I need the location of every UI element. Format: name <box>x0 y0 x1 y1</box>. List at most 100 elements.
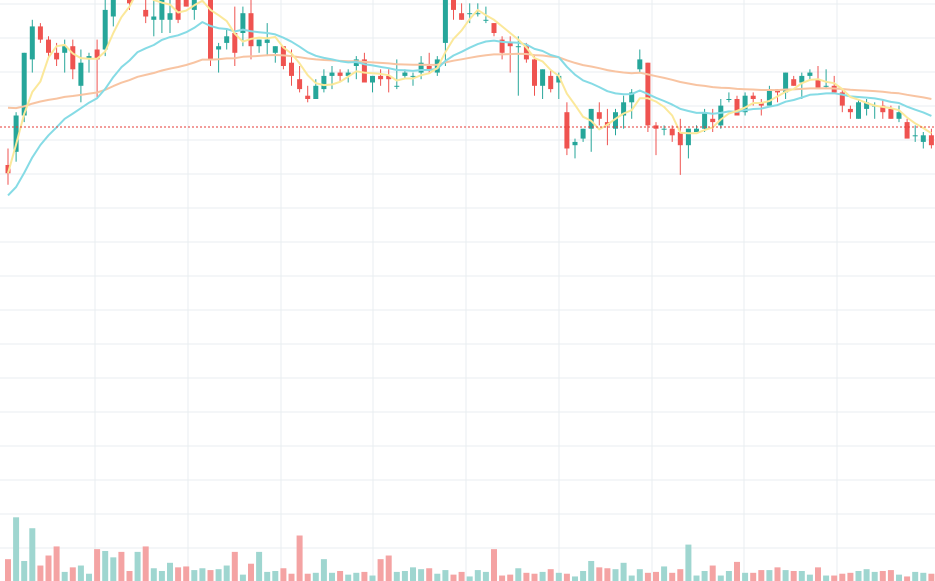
volume-bar <box>401 570 408 581</box>
candle-body <box>337 72 343 76</box>
candle <box>175 0 181 24</box>
volume-bar <box>823 575 830 581</box>
volume-bar <box>912 571 919 581</box>
candle-body <box>629 92 635 103</box>
candle-body <box>216 46 222 50</box>
volume-bar <box>393 571 400 581</box>
candle-body <box>734 99 740 116</box>
candle <box>791 75 797 86</box>
candle <box>70 39 76 80</box>
candle-body <box>912 135 918 137</box>
candle <box>37 23 43 43</box>
candle <box>353 56 359 80</box>
volume-bar <box>896 574 902 581</box>
volume-bar <box>677 569 684 581</box>
volume-bar <box>110 557 117 581</box>
volume-bar <box>620 562 627 581</box>
candle-body <box>305 95 311 99</box>
volume-bar <box>717 575 724 581</box>
volume-bar <box>661 566 668 581</box>
candle <box>807 69 813 80</box>
candle <box>378 69 384 86</box>
candle <box>110 0 116 27</box>
candle-body <box>726 99 732 100</box>
candle-body <box>386 75 392 80</box>
volume-bar <box>725 570 732 581</box>
volume-bar <box>653 571 659 581</box>
candle-body <box>313 85 319 99</box>
candle <box>613 108 618 136</box>
candle <box>102 0 108 57</box>
volume-bar <box>118 551 125 581</box>
volume-bar <box>612 569 619 581</box>
volume-bar <box>669 572 676 581</box>
candle-body <box>856 102 861 119</box>
volume-bar <box>272 570 279 581</box>
candle <box>86 52 92 73</box>
volume-bar <box>183 566 190 581</box>
volume-bar <box>21 560 28 581</box>
candle <box>216 42 222 73</box>
candle <box>183 0 189 7</box>
volume-bar <box>329 572 335 581</box>
candle-body <box>815 79 821 90</box>
candle <box>46 36 51 60</box>
candle-body <box>459 13 465 20</box>
volume-bar <box>434 573 441 581</box>
candle <box>159 0 165 33</box>
volume-bar <box>385 555 392 581</box>
candle-body <box>588 108 594 129</box>
volume-bar <box>239 574 246 581</box>
candle-body <box>37 26 43 40</box>
candle <box>151 0 157 37</box>
volume-bar <box>774 567 781 581</box>
candle-body <box>159 0 165 20</box>
candle <box>499 36 505 60</box>
volume-bar <box>580 570 587 581</box>
candle-body <box>532 59 537 86</box>
volume-bar <box>685 544 692 581</box>
candle-body <box>864 102 870 109</box>
candle <box>847 105 853 119</box>
candle <box>904 118 910 139</box>
candle-body <box>232 33 238 53</box>
candle-body <box>13 115 19 152</box>
volume-bar <box>539 571 546 581</box>
volume-bar <box>150 568 157 581</box>
candle <box>815 66 821 90</box>
candle-body <box>475 13 481 15</box>
volume-bar <box>199 568 206 581</box>
volume-bar <box>248 563 254 581</box>
candle <box>572 138 578 159</box>
candle <box>540 69 546 99</box>
volume-bar <box>604 568 611 581</box>
candle-body <box>685 128 691 146</box>
candle <box>240 6 246 47</box>
volume-bar <box>37 565 44 581</box>
candle-body <box>888 108 894 119</box>
volume-bar <box>879 570 886 581</box>
candle <box>386 69 392 93</box>
volume-bar <box>215 569 222 581</box>
volume-bar <box>742 572 749 581</box>
candle-body <box>467 13 473 15</box>
candle-body <box>920 135 926 142</box>
volume-bar <box>555 572 562 581</box>
candle-body <box>264 39 270 43</box>
volume-bar <box>693 575 700 581</box>
volume-bar <box>53 546 60 581</box>
candle <box>564 102 570 156</box>
candle-body <box>661 128 667 130</box>
volume-bar <box>280 568 287 581</box>
candle <box>742 92 748 116</box>
candle <box>515 36 521 96</box>
volume-bar <box>863 569 870 581</box>
candle-body <box>321 75 327 90</box>
candle-body <box>208 0 213 60</box>
volume-bar <box>709 565 716 581</box>
volume-bar <box>320 559 327 581</box>
volume-bar <box>13 517 20 581</box>
candle-body <box>702 112 708 129</box>
volume-bar <box>410 567 416 581</box>
volume-bar <box>223 565 230 581</box>
